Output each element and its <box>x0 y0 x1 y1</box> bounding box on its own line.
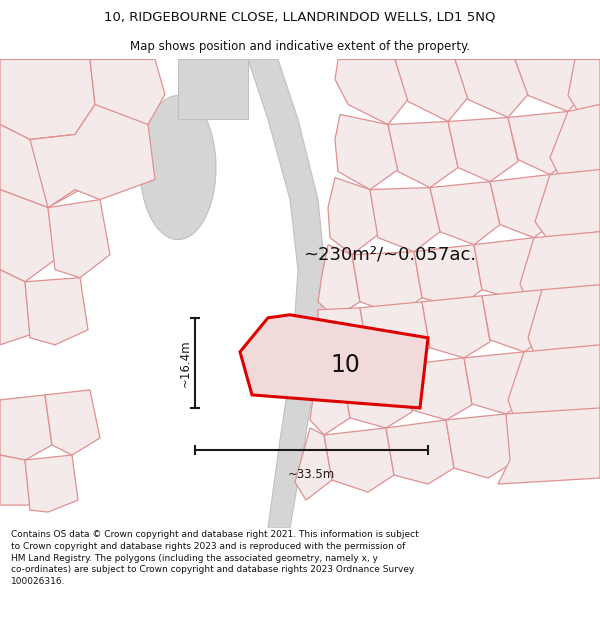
Polygon shape <box>568 59 600 111</box>
Polygon shape <box>335 59 408 124</box>
Polygon shape <box>0 455 30 505</box>
Polygon shape <box>528 285 600 356</box>
Polygon shape <box>535 169 600 239</box>
Polygon shape <box>508 345 600 420</box>
Polygon shape <box>404 358 472 420</box>
Polygon shape <box>508 111 578 174</box>
Polygon shape <box>0 189 55 282</box>
Polygon shape <box>360 302 430 365</box>
Polygon shape <box>310 362 350 435</box>
Polygon shape <box>140 96 216 239</box>
Polygon shape <box>520 232 600 304</box>
Polygon shape <box>352 252 422 315</box>
Text: 10: 10 <box>330 353 360 377</box>
Polygon shape <box>430 182 500 244</box>
Polygon shape <box>448 118 518 182</box>
Text: ~16.4m: ~16.4m <box>179 339 191 387</box>
Polygon shape <box>422 296 490 358</box>
Polygon shape <box>446 414 514 478</box>
Text: Contains OS data © Crown copyright and database right 2021. This information is : Contains OS data © Crown copyright and d… <box>11 530 419 586</box>
Polygon shape <box>455 59 528 118</box>
Polygon shape <box>498 408 600 484</box>
Text: Map shows position and indicative extent of the property.: Map shows position and indicative extent… <box>130 40 470 52</box>
Polygon shape <box>318 244 360 318</box>
Polygon shape <box>0 395 52 460</box>
Polygon shape <box>464 352 532 414</box>
Polygon shape <box>295 428 332 500</box>
Polygon shape <box>248 59 325 528</box>
Polygon shape <box>30 104 155 208</box>
Polygon shape <box>0 124 80 208</box>
Text: ~33.5m: ~33.5m <box>288 468 335 481</box>
Polygon shape <box>178 59 248 119</box>
Polygon shape <box>90 59 165 124</box>
Polygon shape <box>386 420 454 484</box>
Polygon shape <box>48 199 110 278</box>
Polygon shape <box>490 174 560 238</box>
Polygon shape <box>370 188 440 252</box>
Text: 10, RIDGEBOURNE CLOSE, LLANDRINDOD WELLS, LD1 5NQ: 10, RIDGEBOURNE CLOSE, LLANDRINDOD WELLS… <box>104 10 496 23</box>
Polygon shape <box>482 290 550 352</box>
Polygon shape <box>342 365 412 428</box>
Polygon shape <box>25 278 88 345</box>
Polygon shape <box>515 59 588 111</box>
Polygon shape <box>328 177 378 255</box>
Polygon shape <box>474 238 542 300</box>
Polygon shape <box>318 308 368 372</box>
Polygon shape <box>45 390 100 455</box>
Polygon shape <box>550 104 600 177</box>
Polygon shape <box>0 59 95 139</box>
Polygon shape <box>414 244 482 308</box>
Polygon shape <box>335 114 398 189</box>
Polygon shape <box>0 270 30 345</box>
Polygon shape <box>388 121 458 188</box>
Text: ~230m²/~0.057ac.: ~230m²/~0.057ac. <box>304 246 476 264</box>
Polygon shape <box>25 455 78 512</box>
Polygon shape <box>324 428 394 492</box>
Polygon shape <box>395 59 468 121</box>
Polygon shape <box>240 315 428 408</box>
